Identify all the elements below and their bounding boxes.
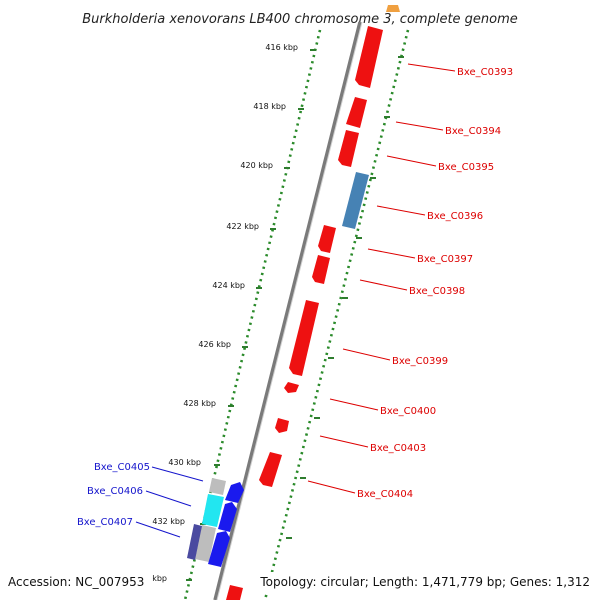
tick-label: 420 kbp bbox=[240, 161, 273, 170]
gene-label[interactable]: Bxe_C0405 bbox=[94, 462, 150, 473]
tick-label: 426 kbp bbox=[198, 340, 231, 349]
gene-bxe-c0394[interactable] bbox=[346, 97, 367, 128]
gene-label[interactable]: Bxe_C0397 bbox=[417, 254, 473, 265]
gene-bxe-c0400[interactable] bbox=[284, 382, 299, 393]
gene-bxe-c0403[interactable] bbox=[275, 418, 289, 433]
gene-features bbox=[187, 5, 400, 600]
gene-label[interactable]: Bxe_C0407 bbox=[77, 517, 133, 528]
tick-label: 432 kbp bbox=[152, 517, 185, 526]
gene-bxe-c0393[interactable] bbox=[355, 26, 383, 88]
tick-label: 422 kbp bbox=[226, 222, 259, 231]
leader-line bbox=[386, 155, 437, 167]
gene-bxe-c0404[interactable] bbox=[259, 452, 282, 487]
genome-backbone bbox=[213, 21, 362, 600]
gene-bxe-c0407[interactable] bbox=[187, 524, 202, 560]
gene-bxe-c0399[interactable] bbox=[289, 300, 319, 376]
topology-text: Topology: circular; Length: 1,471,779 bp… bbox=[259, 575, 590, 589]
gene-bxe-c0396[interactable] bbox=[342, 172, 369, 229]
gene-label[interactable]: Bxe_C0393 bbox=[457, 67, 513, 78]
leader-line bbox=[319, 435, 369, 448]
map-title: Burkholderia xenovorans LB400 chromosome… bbox=[82, 12, 518, 27]
gene-labels: Bxe_C0393 Bxe_C0394 Bxe_C0395 Bxe_C0396 … bbox=[77, 67, 513, 528]
leader-line bbox=[395, 121, 444, 131]
gene-label[interactable]: Bxe_C0394 bbox=[445, 126, 501, 137]
gene-blue-arrow-2[interactable] bbox=[218, 502, 237, 532]
gene-red-bottom[interactable] bbox=[226, 585, 243, 600]
leader-line bbox=[407, 63, 456, 72]
tick-label: 428 kbp bbox=[183, 399, 216, 408]
leader-line bbox=[145, 490, 192, 507]
tick-marks bbox=[186, 49, 404, 581]
gene-bxe-c0405-grey[interactable] bbox=[209, 478, 226, 495]
gene-bxe-c0395[interactable] bbox=[338, 130, 359, 167]
tick-label: 416 kbp bbox=[265, 43, 298, 52]
gene-blue-arrow-3[interactable] bbox=[208, 531, 230, 567]
leader-line bbox=[367, 248, 416, 259]
topology-backdrop bbox=[256, 572, 596, 592]
label-leader-lines bbox=[135, 63, 456, 538]
gene-bxe-c0392-fragment[interactable] bbox=[386, 5, 400, 12]
gene-label[interactable]: Bxe_C0398 bbox=[409, 286, 465, 297]
leader-line bbox=[135, 521, 181, 538]
gene-label[interactable]: Bxe_C0400 bbox=[380, 406, 436, 417]
leader-line bbox=[307, 480, 356, 494]
gene-bxe-c0398[interactable] bbox=[312, 255, 330, 284]
gene-label[interactable]: Bxe_C0403 bbox=[370, 443, 426, 454]
tick-label: 424 kbp bbox=[212, 281, 245, 290]
gene-bxe-c0406[interactable] bbox=[202, 494, 224, 527]
gene-blue-arrow-1[interactable] bbox=[225, 482, 244, 503]
leader-line bbox=[151, 466, 204, 482]
tick-label: 430 kbp bbox=[168, 458, 201, 467]
gene-label[interactable]: Bxe_C0406 bbox=[87, 486, 143, 497]
gene-label[interactable]: Bxe_C0396 bbox=[427, 211, 483, 222]
inner-ruler-line bbox=[263, 29, 410, 600]
leader-line bbox=[329, 398, 379, 411]
leader-line bbox=[376, 205, 426, 216]
accession-text: Accession: NC_007953 bbox=[8, 575, 144, 589]
leader-line bbox=[342, 348, 391, 361]
tick-label: 418 kbp bbox=[253, 102, 286, 111]
backbone-highlight bbox=[216, 21, 363, 600]
gene-label[interactable]: Bxe_C0395 bbox=[438, 162, 494, 173]
ruler-tick-labels: 416 kbp 418 kbp 420 kbp 422 kbp 424 kbp … bbox=[134, 43, 298, 583]
tick-label: 434 kbp bbox=[134, 574, 167, 583]
accession-backdrop bbox=[5, 572, 150, 592]
gene-label[interactable]: Bxe_C0399 bbox=[392, 356, 448, 367]
leader-line bbox=[359, 279, 408, 291]
gene-label[interactable]: Bxe_C0404 bbox=[357, 489, 413, 500]
gene-bxe-c0397[interactable] bbox=[318, 225, 336, 253]
